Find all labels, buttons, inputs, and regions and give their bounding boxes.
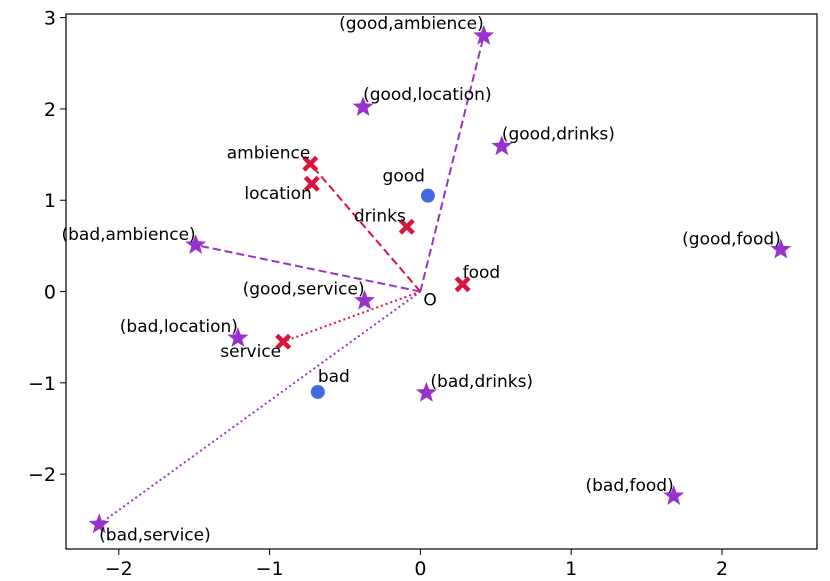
connector-lines-layer [98, 35, 485, 526]
pair-point-good-location [352, 96, 374, 117]
point-label-good: good [383, 167, 425, 187]
point-label-bad-service: (bad,service) [99, 525, 211, 545]
plot-frame [65, 13, 818, 550]
aspect-point-ambience [302, 155, 319, 172]
y-tick-label: 2 [44, 99, 56, 121]
sentiment-point-bad [310, 384, 325, 399]
y-tick-label: 1 [44, 190, 56, 212]
x-tick-label: −1 [256, 558, 284, 580]
pair-point-good-drinks [491, 135, 513, 156]
point-label-drinks: drinks [354, 207, 406, 227]
aspect-point-drinks [398, 218, 415, 235]
pair-point-bad-drinks [415, 381, 437, 402]
aspect-point-service [275, 333, 292, 350]
point-label-food: food [463, 263, 501, 283]
aspect-point-food [454, 276, 471, 293]
y-tick-label: −2 [28, 464, 56, 486]
point-label-bad-drinks: (bad,drinks) [430, 372, 533, 392]
point-labels-layer: good bad ambience location drinks food service… [61, 14, 780, 545]
pair-point-bad-food [663, 485, 685, 505]
point-label-ambience: ambience [227, 144, 311, 164]
x-tick-label: 1 [565, 558, 577, 580]
pair-point-bad-ambience [185, 233, 207, 254]
point-label-bad-location: (bad,location) [120, 317, 238, 337]
data-points-layer [88, 24, 792, 534]
y-tick-label: 0 [44, 282, 56, 304]
y-tick-label: 3 [44, 8, 56, 30]
point-label-bad-ambience: (bad,ambience) [61, 225, 195, 245]
point-label-good-drinks: (good,drinks) [502, 124, 615, 144]
point-label-good-location: (good,location) [363, 85, 492, 105]
pair-point-good-food [770, 238, 792, 259]
x-tick-label: 2 [716, 558, 728, 580]
point-label-good-food: (good,food) [682, 230, 781, 250]
connector-line-3 [309, 163, 422, 293]
x-tick-label: 0 [414, 558, 426, 580]
connector-line-4 [282, 290, 421, 343]
axis-ticks-layer: −2 −1 0 1 2 −2 −1 0 1 2 3 [28, 8, 728, 580]
x-tick-label: −2 [105, 558, 133, 580]
connector-line-2 [195, 244, 421, 293]
point-label-bad: bad [318, 367, 350, 387]
pair-point-good-ambience [473, 24, 495, 45]
pair-point-good-service [354, 289, 376, 310]
aspect-point-location [303, 175, 320, 192]
origin-label: O [423, 291, 436, 311]
point-label-location: location [244, 184, 311, 204]
point-label-good-service: (good,service) [243, 280, 365, 300]
point-label-service: service [220, 342, 281, 362]
point-label-good-ambience: (good,ambience) [339, 14, 484, 34]
pair-point-bad-location [227, 327, 249, 347]
connector-line-5 [98, 290, 421, 526]
connector-line-1 [419, 35, 485, 292]
sentiment-point-good [420, 188, 435, 203]
point-label-bad-food: (bad,food) [585, 476, 673, 496]
y-tick-label: −1 [28, 373, 56, 395]
pair-point-bad-service [88, 513, 110, 534]
